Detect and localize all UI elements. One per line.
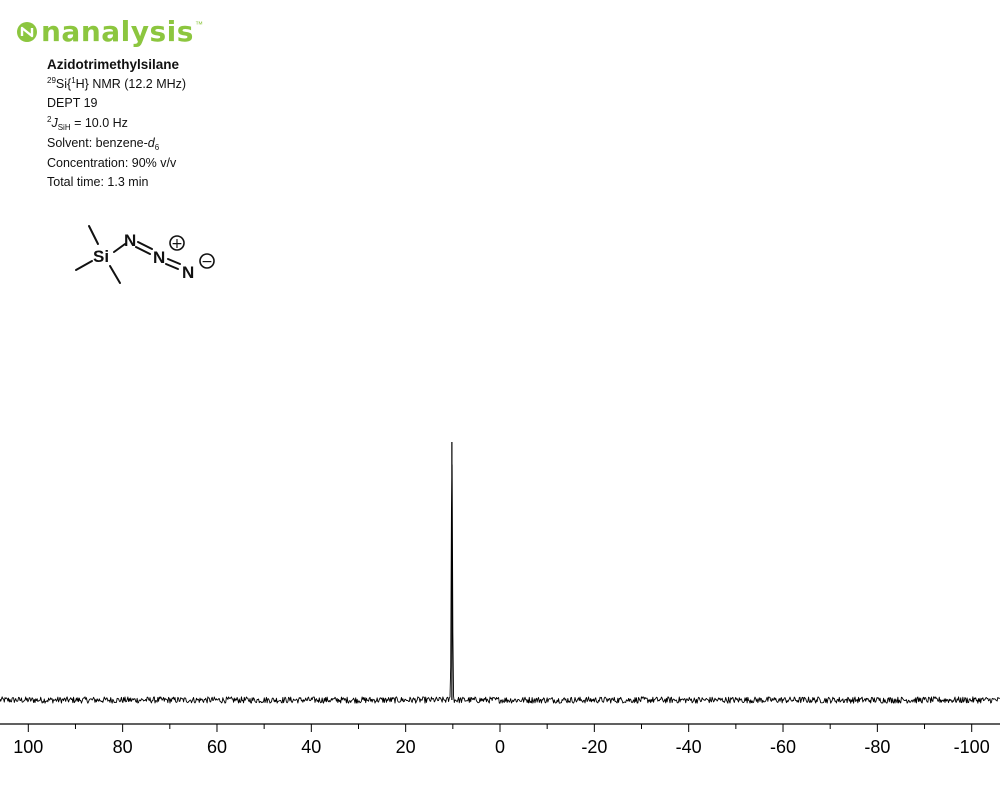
x-axis-tick-label: -40 (676, 737, 702, 757)
coupling-subscript: SiH (57, 123, 71, 133)
x-axis-tick-label: 60 (207, 737, 227, 757)
nanalysis-logo-icon (17, 22, 37, 42)
experiment-info: Azidotrimethylsilane 29Si{1H} NMR (12.2 … (47, 55, 186, 193)
brand-trademark: ™ (194, 20, 203, 29)
si-n-bond (113, 243, 126, 253)
nitrogen-atom-1: N (124, 231, 136, 250)
positive-charge-ring (169, 235, 185, 251)
experiment-text-b: H} NMR (12.2 MHz) (75, 76, 187, 91)
n-n-double-bond-d (165, 263, 179, 270)
coupling-value: = 10.0 Hz (70, 116, 128, 131)
n-n-double-bond-c (167, 258, 181, 265)
brand-logo: nanalysis ™ (16, 18, 203, 46)
x-axis-tick-label: -100 (954, 737, 990, 757)
isotope-superscript: 29 (47, 75, 56, 85)
solvent-line: Solvent: benzene-d6 (47, 134, 186, 154)
positive-charge-sign: + (171, 236, 183, 252)
x-axis-tick-label: -20 (581, 737, 607, 757)
n-n-double-bond-a (137, 241, 153, 250)
n-n-double-bond-b (135, 246, 151, 255)
coupling-superscript: 2 (47, 115, 52, 125)
total-time: Total time: 1.3 min (47, 175, 149, 190)
brand-name: nanalysis (41, 15, 194, 48)
x-axis-tick-label: 20 (396, 737, 416, 757)
methyl-bond-top (88, 225, 99, 245)
x-axis-tick-label: -60 (770, 737, 796, 757)
methyl-bond-bottom (109, 265, 121, 284)
spectrum-trace (0, 464, 1000, 704)
nitrogen-atom-2: N (153, 248, 165, 267)
coupling-line: 2JSiH = 10.0 Hz (47, 114, 186, 134)
compound-name: Azidotrimethylsilane (47, 57, 180, 72)
solvent-label: Solvent: benzene- (47, 135, 148, 150)
x-axis-tick-label: 40 (301, 737, 321, 757)
x-axis-tick-label: 100 (13, 737, 43, 757)
experiment-text-a: Si{ (55, 76, 72, 91)
decoupled-superscript: 1 (71, 75, 76, 85)
silicon-atom: Si (93, 247, 109, 266)
pulse-sequence: DEPT 19 (47, 96, 98, 111)
solvent-subscript: 6 (154, 142, 160, 152)
negative-charge-ring (199, 253, 215, 269)
coupling-symbol: J (51, 116, 58, 131)
x-axis-tick-label: 80 (113, 737, 133, 757)
molecule-structure: Si N N N + − (75, 225, 215, 284)
x-axis-tick-label: -80 (864, 737, 890, 757)
methyl-bond-left (75, 260, 93, 271)
concentration: Concentration: 90% v/v (47, 155, 177, 170)
nitrogen-atom-3: N (182, 263, 194, 282)
experiment-line: 29Si{1H} NMR (12.2 MHz) (47, 75, 186, 95)
solvent-deuterium: d (147, 135, 155, 150)
negative-charge-sign: − (201, 254, 213, 270)
x-axis-tick-label: 0 (495, 737, 505, 757)
